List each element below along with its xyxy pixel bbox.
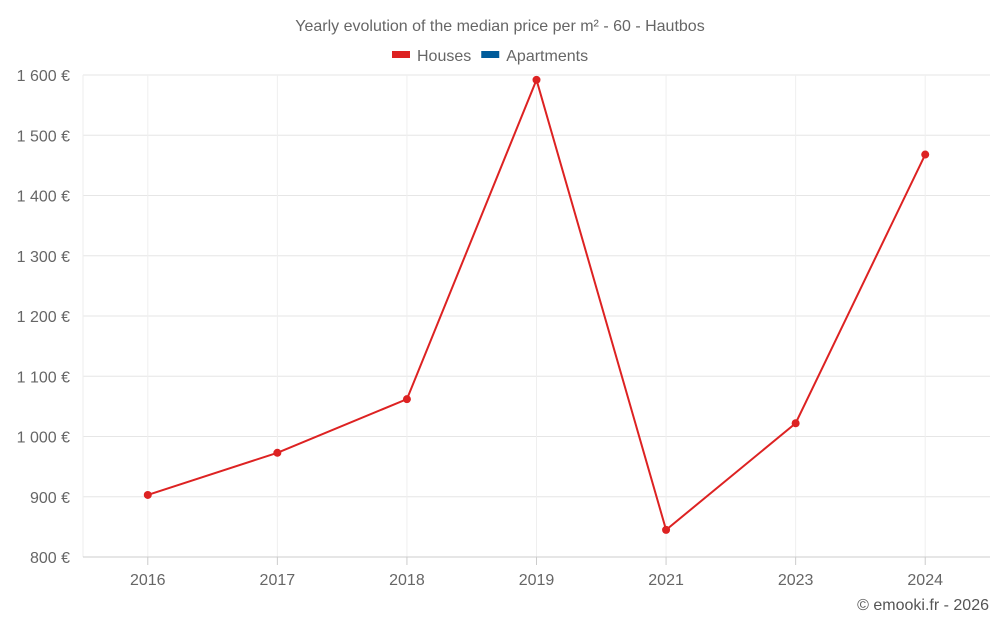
credit: © emooki.fr - 2026	[857, 597, 989, 614]
x-tick-label: 2016	[130, 572, 166, 589]
y-tick-label: 1 100 €	[17, 369, 70, 386]
data-point	[273, 448, 282, 457]
data-point	[143, 490, 152, 499]
x-tick-label: 2021	[648, 572, 684, 589]
chart-title: Yearly evolution of the median price per…	[295, 18, 704, 35]
y-tick-label: 800 €	[30, 550, 70, 567]
legend: Houses Apartments	[392, 48, 588, 65]
data-point	[791, 419, 800, 428]
y-tick-label: 1 300 €	[17, 249, 70, 266]
x-tick-label: 2018	[389, 572, 425, 589]
y-tick-label: 900 €	[30, 490, 70, 507]
series	[143, 75, 930, 534]
x-axis: 2016 2017 2018 2019 2021 2023 2024	[83, 556, 990, 589]
data-point	[532, 75, 541, 84]
grid	[82, 74, 990, 557]
legend-swatch-apartments	[481, 51, 500, 58]
legend-label-apartments: Apartments	[506, 48, 588, 65]
y-tick-label: 1 400 €	[17, 189, 70, 206]
legend-label-houses: Houses	[417, 48, 471, 65]
data-point	[921, 150, 930, 159]
legend-swatch-houses	[392, 51, 410, 58]
y-tick-label: 1 500 €	[17, 128, 70, 145]
x-tick-label: 2019	[519, 572, 555, 589]
x-tick-label: 2024	[907, 572, 943, 589]
data-point	[402, 395, 411, 404]
x-tick-label: 2017	[260, 572, 296, 589]
x-tick-label: 2023	[778, 572, 814, 589]
y-tick-label: 1 200 €	[17, 309, 70, 326]
y-tick-label: 1 000 €	[17, 430, 70, 447]
y-tick-label: 1 600 €	[17, 68, 70, 85]
y-axis: 800 € 900 € 1 000 € 1 100 € 1 200 € 1 300 € 1 …	[17, 68, 70, 567]
data-point	[662, 525, 671, 534]
